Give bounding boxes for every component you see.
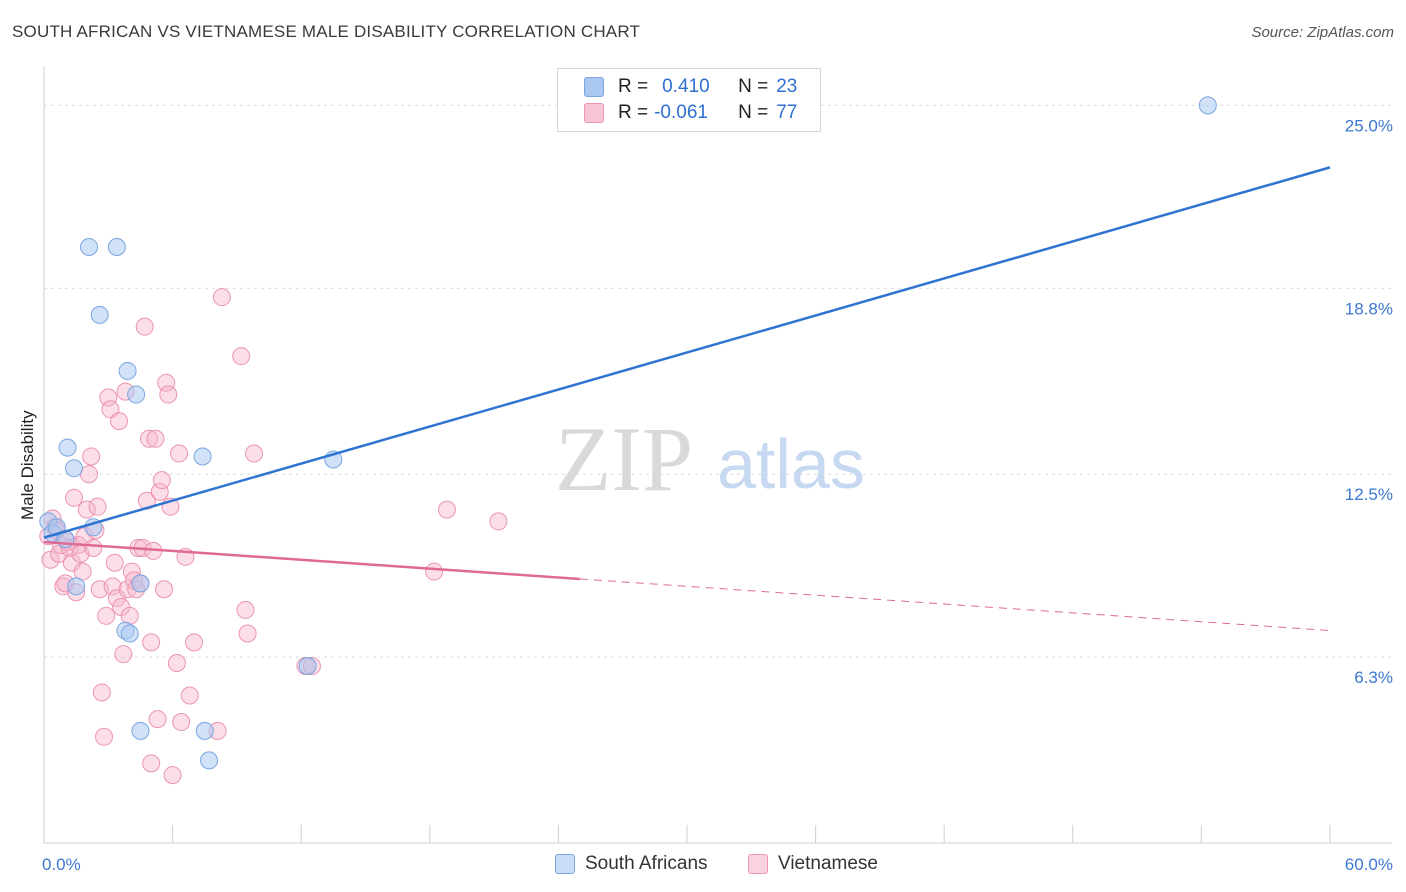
south-african-point [131, 574, 150, 593]
vietnamese-point [110, 412, 129, 431]
vietnamese-point [155, 580, 174, 599]
vietnamese-point [163, 766, 182, 785]
south-african-point [193, 447, 212, 466]
vietnamese-trend-line-extension [579, 578, 1331, 632]
watermark: ZIP atlas [555, 408, 865, 510]
bottom-legend-swatch-south-africans [555, 854, 575, 874]
south-african-point [200, 751, 219, 770]
south-african-point [298, 656, 317, 675]
vietnamese-point [170, 444, 189, 463]
legend-r-value: -0.061 [654, 102, 708, 123]
tick-labels: 6.3% 12.5% 18.8% 25.0% 0.0% 60.0% [42, 116, 1393, 874]
axes [43, 66, 1392, 844]
vietnamese-point [142, 754, 161, 773]
vietnamese-point [114, 645, 133, 664]
vietnamese-point [159, 385, 178, 404]
legend-row-vietnamese: R = -0.061 N = 77 [584, 102, 797, 124]
legend-n-label: N = [738, 102, 769, 123]
vietnamese-point [236, 600, 255, 619]
vietnamese-point [152, 471, 171, 490]
vietnamese-point [212, 288, 231, 307]
watermark-atlas: atlas [717, 425, 865, 503]
legend-swatch-vietnamese [584, 103, 604, 123]
south-african-point [1198, 96, 1217, 115]
south-african-point [65, 459, 84, 478]
south-african-point [131, 721, 150, 740]
legend-r-label: R = [618, 102, 649, 123]
vietnamese-point [150, 482, 169, 501]
vietnamese-point [107, 589, 126, 608]
vietnamese-trend-line [43, 540, 580, 581]
trend-lines [43, 166, 1331, 632]
vietnamese-point [92, 683, 111, 702]
vietnamese-point [245, 444, 264, 463]
grid-lines [44, 104, 1392, 658]
vietnamese-point [84, 538, 103, 557]
south-african-point [195, 721, 214, 740]
vietnamese-point [65, 488, 84, 507]
vietnamese-points [39, 288, 508, 785]
y-axis-label: Male Disability [18, 410, 37, 520]
x-tick-label: 0.0% [42, 855, 81, 874]
south-african-point [107, 238, 126, 257]
bottom-legend-vietnamese: Vietnamese [748, 852, 878, 876]
legend-row-south-africans: R = 0.410 N = 23 [584, 76, 797, 98]
bottom-legend-swatch-vietnamese [748, 854, 768, 874]
vietnamese-point [157, 373, 176, 392]
vietnamese-point [82, 447, 101, 466]
legend-n-value: 77 [776, 102, 798, 123]
vietnamese-point [88, 497, 107, 516]
vietnamese-point [77, 500, 96, 519]
vietnamese-point [99, 388, 118, 407]
y-tick-label: 25.0% [1345, 116, 1393, 135]
stats-legend: R = 0.410 N = 23 R = -0.061 N = 77 [557, 68, 821, 132]
vietnamese-point [135, 317, 154, 336]
vietnamese-point [167, 654, 186, 673]
source-label: Source: ZipAtlas.com [1251, 24, 1394, 41]
south-african-point [120, 624, 139, 643]
vietnamese-point [148, 710, 167, 729]
vietnamese-point [97, 606, 116, 625]
legend-n-label: N = [738, 76, 769, 97]
vietnamese-point [103, 577, 122, 596]
vietnamese-point [142, 633, 161, 652]
vietnamese-point [180, 686, 199, 705]
vietnamese-point [105, 553, 124, 572]
south-african-point [118, 361, 137, 380]
vietnamese-point [489, 512, 508, 531]
bottom-legend-south-africans: South Africans [555, 852, 708, 876]
bottom-legend-label-south-africans: South Africans [585, 853, 708, 874]
legend-swatch-south-africans [584, 77, 604, 97]
vietnamese-point [172, 713, 191, 732]
south-african-point [67, 577, 86, 596]
legend-r-value: 0.410 [662, 76, 710, 97]
vietnamese-point [437, 500, 456, 519]
south-african-point [58, 438, 77, 457]
vietnamese-point [80, 465, 99, 484]
chart-title: SOUTH AFRICAN VS VIETNAMESE MALE DISABIL… [12, 22, 641, 41]
legend-r-label: R = [618, 76, 649, 97]
south-african-point [80, 238, 99, 257]
vietnamese-point [425, 562, 444, 581]
bottom-legend-label-vietnamese: Vietnamese [778, 853, 878, 874]
legend-n-value: 23 [776, 76, 798, 97]
x-tick-label: 60.0% [1345, 855, 1393, 874]
south-africans-trend-line [43, 166, 1331, 539]
south-african-point [90, 305, 109, 324]
vietnamese-point [146, 429, 165, 448]
vietnamese-point [140, 429, 159, 448]
vietnamese-point [232, 347, 251, 366]
vietnamese-point [238, 624, 257, 643]
y-tick-label: 12.5% [1345, 485, 1393, 504]
watermark-zip: ZIP [555, 408, 693, 510]
vietnamese-point [95, 727, 114, 746]
y-tick-label: 6.3% [1354, 668, 1393, 687]
south-african-point [127, 385, 146, 404]
y-tick-label: 18.8% [1345, 299, 1393, 318]
vietnamese-point [185, 633, 204, 652]
